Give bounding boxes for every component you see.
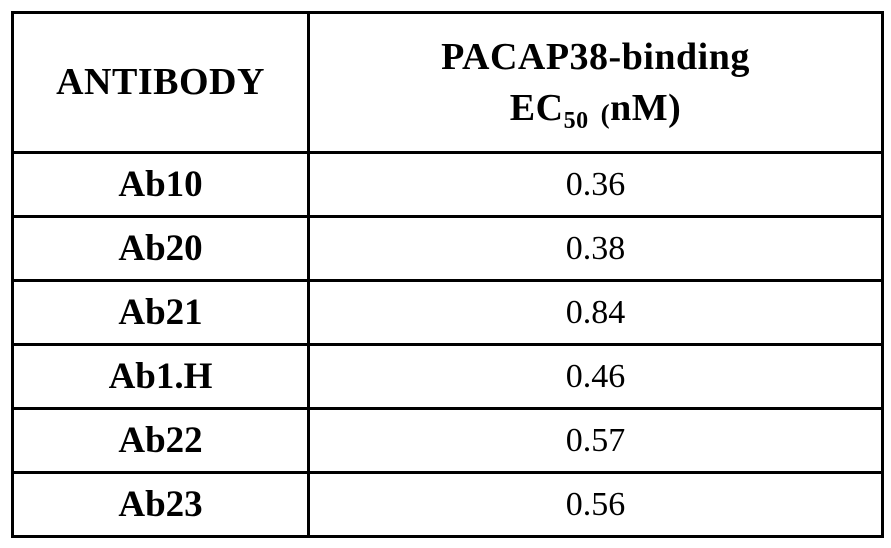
antibody-name-cell: Ab20 (11, 215, 310, 282)
antibody-name-cell: Ab23 (11, 471, 310, 538)
table-row: Ab20 0.38 (11, 215, 884, 282)
column-header-antibody-label: ANTIBODY (56, 61, 265, 104)
ec50-value-cell: 0.56 (307, 471, 884, 538)
antibody-name-cell: Ab10 (11, 151, 310, 218)
ec50-value-cell: 0.57 (307, 407, 884, 474)
ec50-label: EC (509, 86, 564, 129)
antibody-name-cell: Ab22 (11, 407, 310, 474)
antibody-ec50-table: ANTIBODY PACAP38-binding EC50 (nM) Ab10 0… (11, 11, 884, 538)
ec50-open-paren: ( (600, 98, 611, 129)
column-header-ec50: PACAP38-binding EC50 (nM) (307, 11, 884, 154)
ec50-value-cell: 0.38 (307, 215, 884, 282)
ec50-value-cell: 0.84 (307, 279, 884, 346)
table-header-row: ANTIBODY PACAP38-binding EC50 (nM) (11, 11, 884, 154)
table-row: Ab23 0.56 (11, 471, 884, 538)
ec50-header-line1: PACAP38-binding (441, 36, 750, 79)
table-row: Ab1.H 0.46 (11, 343, 884, 410)
antibody-name-cell: Ab1.H (11, 343, 310, 410)
ec50-value-cell: 0.46 (307, 343, 884, 410)
table-row: Ab22 0.57 (11, 407, 884, 474)
table-row: Ab21 0.84 (11, 279, 884, 346)
ec50-subscript: 50 (563, 107, 589, 134)
table-row: Ab10 0.36 (11, 151, 884, 218)
ec50-unit: nM) (610, 86, 682, 129)
antibody-name-cell: Ab21 (11, 279, 310, 346)
column-header-antibody: ANTIBODY (11, 11, 310, 154)
ec50-header-line2: EC50 (nM) (509, 86, 682, 134)
ec50-value-cell: 0.36 (307, 151, 884, 218)
